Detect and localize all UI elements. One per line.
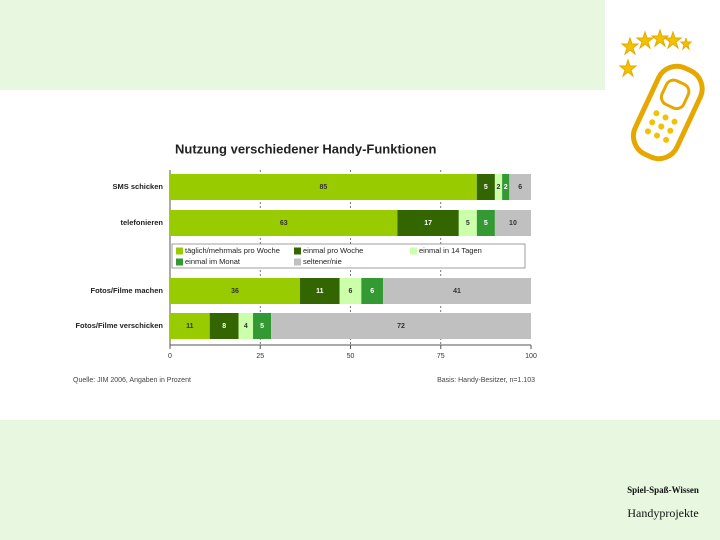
bar-segment — [494, 210, 531, 236]
bar-segment — [339, 278, 362, 304]
bar-segment — [170, 210, 398, 236]
bottom-band — [0, 420, 720, 540]
bar-segment — [271, 313, 531, 339]
bar-segment — [238, 313, 254, 339]
source-note: Quelle: JIM 2006, Angaben in Prozent — [73, 377, 191, 384]
legend-swatch — [176, 258, 183, 266]
bar-segment — [361, 278, 383, 304]
bar-segment — [209, 313, 239, 339]
bar-segment — [170, 278, 300, 304]
data-label: 2 — [497, 184, 501, 191]
bar-segment — [476, 210, 495, 236]
data-label: 72 — [397, 323, 405, 330]
legend-label: einmal pro Woche — [303, 246, 363, 255]
data-label: 41 — [453, 288, 461, 295]
legend-box — [171, 243, 526, 269]
x-tick-label: 75 — [437, 353, 445, 360]
data-label: 2 — [504, 184, 508, 191]
bar-segment — [458, 210, 477, 236]
legend-label: täglich/mehrmals pro Woche — [185, 246, 280, 255]
data-label: 85 — [320, 184, 328, 191]
legend-label: einmal im Monat — [185, 257, 241, 266]
data-label: 5 — [484, 184, 488, 191]
data-label: 8 — [222, 323, 226, 330]
data-label: 5 — [466, 220, 470, 227]
bar-segment — [476, 174, 495, 200]
bar-segment — [170, 174, 477, 200]
bar-segment — [509, 174, 531, 200]
data-label: 5 — [484, 220, 488, 227]
x-tick-label: 0 — [168, 353, 172, 360]
category-label: Fotos/Filme verschicken — [75, 321, 163, 330]
data-label: 6 — [518, 184, 522, 191]
legend-label: seltener/nie — [303, 257, 342, 266]
bar-segment — [494, 174, 503, 200]
bar-segment — [299, 278, 340, 304]
logo — [618, 28, 705, 162]
category-label: SMS schicken — [113, 182, 164, 191]
x-tick-label: 25 — [256, 353, 264, 360]
legend-swatch — [176, 247, 183, 255]
legend-swatch — [294, 258, 301, 266]
bar-segment — [502, 174, 510, 200]
data-label: 5 — [260, 323, 264, 330]
bar-segment — [397, 210, 459, 236]
x-tick-label: 50 — [347, 353, 355, 360]
base-note: Basis: Handy-Besitzer, n=1.103 — [437, 377, 535, 384]
x-tick-label: 100 — [525, 353, 537, 360]
data-label: 63 — [280, 220, 288, 227]
category-label: Fotos/Filme machen — [90, 286, 163, 295]
data-label: 6 — [349, 288, 353, 295]
data-label: 11 — [186, 323, 194, 330]
chart-title: Nutzung verschiedener Handy-Funktionen — [175, 141, 437, 156]
data-label: 11 — [316, 288, 324, 295]
project-name: Handyprojekte — [627, 506, 698, 520]
bar-segment — [382, 278, 531, 304]
data-label: 10 — [509, 220, 517, 227]
category-label: telefonieren — [120, 218, 163, 227]
legend-swatch — [294, 247, 301, 255]
bar-segment — [253, 313, 272, 339]
data-label: 36 — [231, 288, 239, 295]
tagline: Spiel-Spaß-Wissen — [627, 485, 699, 495]
bar-segment — [170, 313, 210, 339]
data-label: 6 — [370, 288, 374, 295]
top-band — [0, 0, 605, 90]
legend-swatch — [410, 247, 417, 255]
legend-label: einmal in 14 Tagen — [419, 246, 482, 255]
data-label: 17 — [424, 220, 432, 227]
data-label: 4 — [244, 323, 248, 330]
